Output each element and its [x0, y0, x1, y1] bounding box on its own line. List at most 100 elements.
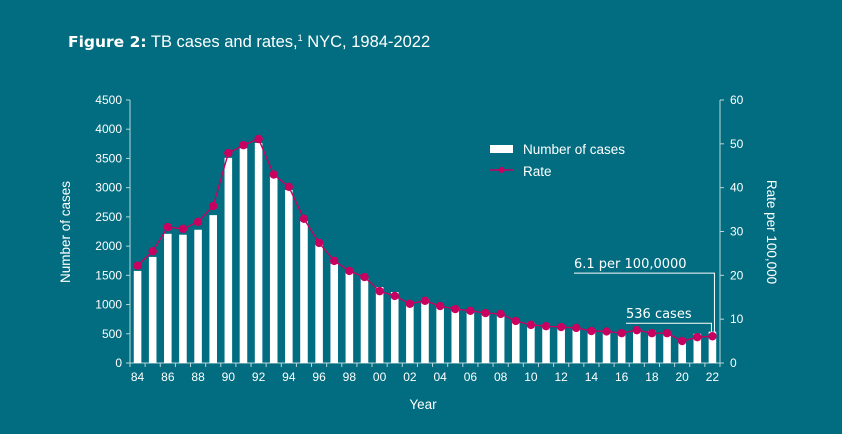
rate-point: [284, 182, 294, 191]
bar-cases: [285, 190, 293, 363]
bar-cases: [179, 234, 187, 363]
rate-point: [511, 316, 520, 326]
x-axis-tick-label: 94: [282, 370, 296, 384]
chart-title: Figure 2: TB cases and rates,1 NYC, 1984…: [68, 33, 430, 52]
rate-point: [481, 308, 490, 318]
bar-cases: [300, 220, 308, 363]
legend-swatch-cases: [490, 145, 513, 153]
bar-cases: [133, 270, 142, 363]
bar-cases: [511, 320, 520, 363]
bar-cases: [239, 148, 248, 363]
rate-point: [269, 170, 278, 179]
bars-series: [133, 142, 717, 363]
rate-point: [466, 306, 475, 316]
bar-cases: [360, 277, 369, 363]
bar-cases: [466, 312, 475, 363]
bar-cases: [587, 329, 596, 363]
rate-point: [435, 301, 445, 311]
rate-point: [239, 140, 248, 150]
bar-cases: [693, 333, 702, 363]
rate-series: [133, 134, 717, 346]
rate-point: [314, 238, 324, 248]
rate-point: [390, 291, 399, 301]
x-axis-tick-label: 18: [645, 370, 659, 384]
bar-cases: [436, 305, 444, 363]
x-axis-tick-label: 00: [373, 370, 387, 384]
rate-point: [148, 247, 157, 256]
rate-point: [133, 261, 142, 270]
x-axis-tick-label: 04: [433, 370, 447, 384]
bar-cases: [224, 157, 233, 363]
rate-point: [405, 299, 415, 309]
annotations: 6.1 per 100,0000 536 cases: [574, 257, 715, 333]
annotation-cases-label: 536 cases: [626, 307, 692, 322]
x-axis-tick-label: 86: [161, 370, 175, 384]
rate-point: [572, 323, 581, 333]
bar-cases: [557, 326, 565, 363]
x-axis-tick-label: 84: [131, 370, 145, 384]
bar-cases: [602, 330, 611, 363]
x-axis-tick-label: 10: [524, 370, 538, 384]
x-axis-tick-label: 08: [494, 370, 508, 384]
rate-point: [420, 296, 430, 305]
bar-cases: [617, 331, 626, 363]
left-axis-tick-label: 4000: [95, 122, 122, 136]
bar-cases: [406, 302, 414, 363]
bar-cases: [315, 244, 323, 363]
right-axis-tick-label: 30: [730, 225, 744, 239]
x-axis-tick-label: 02: [403, 370, 417, 384]
title-footnote: 1: [297, 33, 303, 43]
x-axis-tick-label: 22: [706, 370, 720, 384]
bar-cases: [678, 340, 686, 363]
legend: Number of cases Rate: [490, 142, 625, 179]
bar-cases: [648, 330, 656, 363]
left-axis-tick-label: 3500: [95, 151, 122, 165]
left-axis-tick-label: 4500: [95, 93, 122, 107]
rate-point: [163, 222, 173, 232]
x-axis-tick-label: 12: [554, 370, 568, 384]
rate-point: [556, 322, 566, 332]
x-axis-tick-label: 16: [615, 370, 629, 384]
x-axis-tick-label: 88: [191, 370, 205, 384]
bar-cases: [421, 298, 429, 363]
bar-cases: [375, 287, 384, 363]
bar-cases: [527, 322, 535, 363]
bar-cases: [496, 313, 505, 363]
bar-cases: [209, 215, 217, 363]
x-axis-tick-label: 96: [312, 370, 326, 384]
x-axis-tick-label: 90: [222, 370, 236, 384]
rate-point: [330, 256, 339, 266]
rate-point: [224, 148, 233, 158]
bar-cases: [194, 229, 202, 363]
bar-cases: [663, 332, 671, 363]
rate-point: [360, 272, 369, 282]
right-axis-tick-label: 50: [730, 137, 744, 151]
title-text: TB cases and rates,: [146, 33, 298, 51]
bar-cases: [345, 271, 354, 363]
rate-point: [299, 214, 309, 223]
rate-point: [617, 328, 626, 338]
title-suffix: NYC, 1984-2022: [302, 33, 431, 51]
legend-label-rate: Rate: [523, 164, 552, 179]
rate-point: [602, 327, 611, 336]
bar-cases: [269, 175, 278, 363]
rate-point: [708, 332, 717, 341]
bar-cases: [390, 291, 399, 363]
rate-point: [541, 321, 551, 331]
right-axis-tick-label: 40: [730, 181, 744, 195]
left-axis-tick-label: 0: [115, 356, 122, 370]
rate-point: [496, 309, 505, 319]
rate-point: [662, 328, 672, 338]
x-axis: 84 86 88 90 92 94 96 98 00 02 04 06 08 10 12 14 16 18 20 22: [129, 362, 721, 384]
rate-point: [451, 304, 460, 314]
legend-swatch-rate-marker: [498, 167, 505, 173]
bar-cases: [572, 326, 581, 363]
left-axis-tick-label: 2000: [95, 239, 122, 253]
rate-point: [209, 201, 218, 211]
left-axis-tick-label: 500: [102, 327, 122, 341]
right-axis-tick-label: 0: [730, 356, 737, 370]
x-axis-tick-label: 20: [675, 370, 689, 384]
bar-cases: [481, 313, 490, 363]
rate-point: [375, 286, 384, 296]
